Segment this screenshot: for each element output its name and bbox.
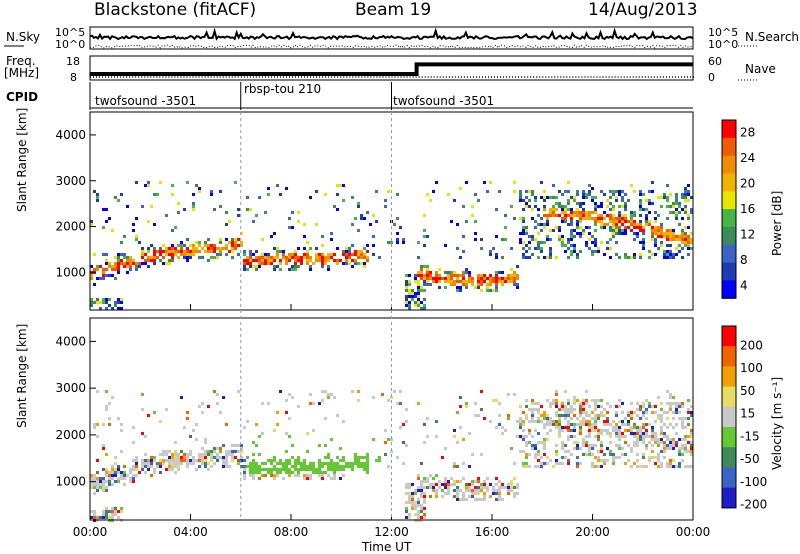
colorbar-cell xyxy=(722,120,736,139)
noise-tick-high-right: 10^5 xyxy=(708,26,739,39)
colorbar-tick-label: 28 xyxy=(740,126,755,140)
colorbar-tick-label: -200 xyxy=(740,498,767,512)
ytick-label: 3000 xyxy=(55,174,86,188)
colorbar-cell xyxy=(722,346,736,367)
colorbar-tick-label: 4 xyxy=(740,278,748,292)
colorbar-cell xyxy=(722,137,736,157)
nsearch-label: N.Search xyxy=(745,30,800,44)
nsky-label: N.Sky xyxy=(6,30,41,44)
colorbar-cell xyxy=(722,326,736,347)
xtick-label: 08:00 xyxy=(274,525,309,539)
velocity-ylabel: Slant Range [km] xyxy=(15,323,29,428)
colorbar-cell xyxy=(722,487,736,509)
nave-tick-low: 0 xyxy=(708,71,715,84)
colorbar-cell xyxy=(722,173,736,192)
colorbar-tick-label: 100 xyxy=(740,361,763,375)
freq-unit: [MHz] xyxy=(4,66,40,80)
colorbar-tick-label: 8 xyxy=(740,253,748,267)
velocity-colorbar-label: Velocity [m s⁻¹] xyxy=(770,376,784,470)
colorbar-tick-label: 24 xyxy=(740,151,755,165)
ytick-label: 2000 xyxy=(55,220,86,234)
noise-tick-low: 10^0 xyxy=(55,38,86,51)
cpid-segment-3: twofsound -3501 xyxy=(393,94,495,108)
ytick-label: 1000 xyxy=(55,475,86,489)
freq-label: Freq. xyxy=(6,54,36,68)
ytick-label: 3000 xyxy=(55,381,86,395)
velocity-panel: 1000 2000 3000 4000 200 100 50 15 -15 -50 -100 -200 xyxy=(55,317,767,522)
cpid-strip xyxy=(89,82,693,110)
xtick-label: 20:00 xyxy=(575,525,610,539)
noise-strip xyxy=(4,26,758,50)
xtick-label: 12:00 xyxy=(374,525,409,539)
colorbar-cell xyxy=(722,447,736,468)
cpid-segment-2: rbsp-tou 210 xyxy=(244,82,322,96)
colorbar-cell xyxy=(722,280,736,299)
xtick-label: 00:00 xyxy=(676,525,711,539)
nave-label: Nave xyxy=(745,62,776,76)
colorbar-tick-label: 50 xyxy=(740,384,755,398)
colorbar-cell xyxy=(722,262,736,281)
colorbar-cell xyxy=(722,406,736,428)
colorbar-tick-label: 16 xyxy=(740,202,755,216)
colorbar-tick-label: 20 xyxy=(740,177,755,191)
colorbar-cell xyxy=(722,427,736,448)
ytick-label: 2000 xyxy=(55,428,86,442)
colorbar-cell xyxy=(722,226,736,246)
colorbar-cell xyxy=(722,209,736,228)
noise-tick-low-right: 10^0 xyxy=(708,38,739,51)
colorbar-tick-label: -100 xyxy=(740,475,767,489)
colorbar-tick-label: -15 xyxy=(740,429,760,443)
colorbar-cell xyxy=(722,386,736,408)
colorbar-cell xyxy=(722,155,736,174)
power-colorbar-label: Power [dB] xyxy=(770,190,784,256)
noise-tick-high: 10^5 xyxy=(55,26,86,39)
nsearch-line xyxy=(89,44,694,49)
cpid-segment-1: twofsound -3501 xyxy=(95,94,197,108)
xtick-label: 00:00 xyxy=(73,525,108,539)
colorbar-cell xyxy=(722,191,736,210)
power-panel: 1000 2000 3000 4000 4 8 12 16 20 24 28 xyxy=(55,111,755,311)
ytick-label: 1000 xyxy=(55,265,86,279)
cpid-label: CPID xyxy=(6,90,39,104)
ytick-label: 4000 xyxy=(55,334,86,348)
date-title: 14/Aug/2013 xyxy=(588,0,698,20)
ytick-label: 4000 xyxy=(55,128,86,142)
xtick-label: 16:00 xyxy=(475,525,510,539)
freq-tick-high: 18 xyxy=(66,55,80,68)
freq-strip xyxy=(89,55,758,81)
colorbar-cell xyxy=(722,366,736,388)
colorbar-tick-label: 200 xyxy=(740,338,763,352)
beam-title: Beam 19 xyxy=(355,0,432,20)
station-title: Blackstone (fitACF) xyxy=(94,0,257,20)
colorbar-frame xyxy=(721,325,737,509)
colorbar-cell xyxy=(722,467,736,489)
colorbar-tick-label: 12 xyxy=(740,228,755,242)
power-ylabel: Slant Range [km] xyxy=(15,107,29,212)
colorbar-tick-label: -50 xyxy=(740,452,760,466)
freq-tick-low: 8 xyxy=(70,71,77,84)
colorbar-tick-label: 15 xyxy=(740,407,755,421)
nave-tick-high: 60 xyxy=(708,55,722,68)
colorbar-frame xyxy=(721,119,737,299)
nsky-line xyxy=(89,27,694,41)
time-xlabel: Time UT xyxy=(362,540,412,554)
freq-line xyxy=(90,62,693,76)
xtick-label: 04:00 xyxy=(173,525,208,539)
velocity-colorbar: 200 100 50 15 -15 -50 -100 -200 xyxy=(721,325,767,512)
power-colorbar: 4 8 12 16 20 24 28 xyxy=(721,119,755,299)
colorbar-cell xyxy=(722,244,736,264)
